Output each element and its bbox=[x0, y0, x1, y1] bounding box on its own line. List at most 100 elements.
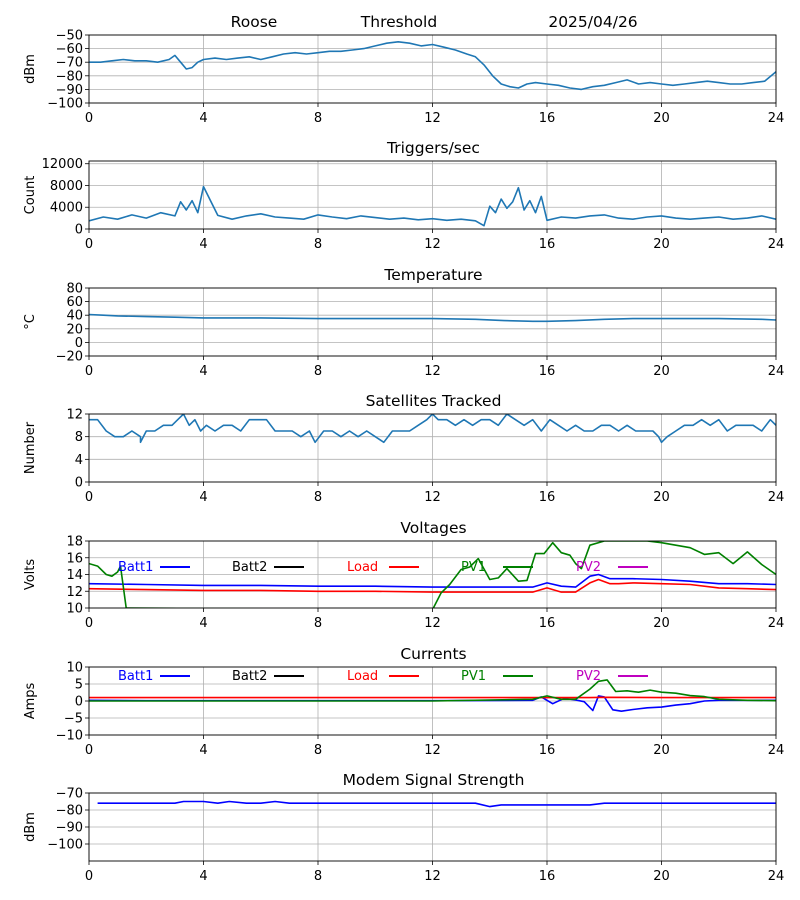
series-line-batt1 bbox=[89, 573, 776, 588]
x-tick-label: 20 bbox=[653, 743, 670, 758]
chart-currents: 0 4 8 12 16 20 24 −10 −5 0 5 10 Batt1 Batt2 Load PV1 PV2… bbox=[23, 645, 784, 758]
x-tick-label: 20 bbox=[653, 364, 670, 379]
y-tick-label: −80 bbox=[56, 804, 83, 819]
x-tick-label: 24 bbox=[768, 364, 785, 379]
y-tick-label: −20 bbox=[56, 350, 83, 365]
y-tick-label: 0 bbox=[75, 695, 83, 710]
x-tick-label: 16 bbox=[539, 364, 556, 379]
x-tick-label: 24 bbox=[768, 616, 785, 631]
x-tick-label: 4 bbox=[199, 490, 207, 505]
legend-label-batt1: Batt1 bbox=[118, 560, 153, 575]
series-line-pv1 bbox=[89, 679, 776, 702]
y-tick-label: 14 bbox=[66, 568, 83, 583]
x-tick-label: 4 bbox=[199, 616, 207, 631]
x-tick-label: 12 bbox=[424, 743, 441, 758]
x-tick-label: 4 bbox=[199, 743, 207, 758]
y-tick-label: −10 bbox=[56, 729, 83, 744]
series-line-data bbox=[97, 800, 776, 808]
y-tick-label: −50 bbox=[56, 29, 83, 44]
chart-title: Triggers/sec bbox=[386, 139, 480, 157]
x-tick-label: 4 bbox=[199, 869, 207, 884]
x-tick-label: 16 bbox=[539, 111, 556, 126]
legend-label-load: Load bbox=[347, 560, 378, 575]
chart-modem: 0 4 8 12 16 20 24 −100 −90 −80 −70 Modem Signal Str… bbox=[23, 771, 784, 884]
y-tick-label: 12 bbox=[66, 585, 83, 600]
x-tick-label: 16 bbox=[539, 237, 556, 252]
legend-label-batt1: Batt1 bbox=[118, 669, 153, 684]
y-tick-label: 12 bbox=[66, 408, 83, 423]
legend-label-pv2: PV2 bbox=[576, 560, 601, 575]
y-tick-label: 5 bbox=[75, 678, 83, 693]
x-tick-label: 8 bbox=[314, 743, 322, 758]
y-tick-label: 8000 bbox=[50, 179, 83, 194]
x-tick-label: 16 bbox=[539, 616, 556, 631]
x-tick-label: 12 bbox=[424, 490, 441, 505]
y-tick-label: 12000 bbox=[42, 157, 83, 172]
x-tick-label: 0 bbox=[85, 111, 93, 126]
legend-label-load: Load bbox=[347, 669, 378, 684]
x-tick-label: 8 bbox=[314, 111, 322, 126]
y-tick-label: 20 bbox=[66, 322, 83, 337]
y-tick-label: 0 bbox=[75, 336, 83, 351]
plot-frame bbox=[88, 540, 777, 609]
series-line-load bbox=[89, 578, 776, 593]
chart-signal: 0 4 8 12 16 20 24 −100−90−80−70−60−50 dBm bbox=[23, 29, 784, 127]
y-axis-label: Number bbox=[23, 421, 38, 474]
y-tick-label: 80 bbox=[66, 282, 83, 297]
series-line-data bbox=[89, 40, 776, 91]
x-tick-label: 0 bbox=[85, 743, 93, 758]
chart-title: Temperature bbox=[383, 266, 482, 284]
y-axis-label: Volts bbox=[23, 559, 38, 591]
y-tick-label: 4000 bbox=[50, 201, 83, 216]
x-tick-label: 4 bbox=[199, 364, 207, 379]
x-tick-label: 8 bbox=[314, 869, 322, 884]
plot-frame bbox=[88, 160, 777, 230]
y-axis-label: Count bbox=[23, 176, 38, 215]
series-line-pv1 bbox=[89, 541, 776, 608]
x-tick-label: 24 bbox=[768, 237, 785, 252]
x-tick-label: 12 bbox=[424, 237, 441, 252]
x-tick-label: 20 bbox=[653, 111, 670, 126]
y-axis-label: dBm bbox=[23, 54, 38, 84]
x-tick-label: 24 bbox=[768, 111, 785, 126]
chart-title: Modem Signal Strength bbox=[343, 771, 525, 789]
y-axis-label: Amps bbox=[23, 682, 38, 719]
x-tick-label: 16 bbox=[539, 869, 556, 884]
y-tick-label: 8 bbox=[75, 430, 83, 445]
chart-satellites: 0 4 8 12 16 20 24 0 4 8 12 Satellites Tracked Number bbox=[23, 392, 784, 505]
y-tick-label: −100 bbox=[47, 838, 83, 853]
plot-frame bbox=[88, 287, 777, 357]
x-tick-label: 16 bbox=[539, 490, 556, 505]
x-tick-label: 20 bbox=[653, 869, 670, 884]
x-tick-label: 0 bbox=[85, 869, 93, 884]
y-tick-label: −70 bbox=[56, 56, 83, 71]
x-tick-label: 4 bbox=[199, 237, 207, 252]
plot-frame bbox=[88, 34, 777, 104]
x-tick-label: 0 bbox=[85, 237, 93, 252]
y-tick-label: −5 bbox=[64, 712, 83, 727]
y-tick-label: −80 bbox=[56, 69, 83, 84]
x-tick-label: 8 bbox=[314, 364, 322, 379]
y-tick-label: 10 bbox=[66, 661, 83, 676]
x-tick-label: 16 bbox=[539, 743, 556, 758]
y-tick-label: 40 bbox=[66, 309, 83, 324]
x-tick-label: 8 bbox=[314, 616, 322, 631]
plot-frame bbox=[88, 666, 777, 736]
y-tick-label: −90 bbox=[56, 821, 83, 836]
y-tick-label: 10 bbox=[66, 602, 83, 617]
y-tick-label: 4 bbox=[75, 453, 83, 468]
legend-label-pv2: PV2 bbox=[576, 669, 601, 684]
x-tick-label: 8 bbox=[314, 490, 322, 505]
legend-label-pv1: PV1 bbox=[461, 560, 486, 575]
x-tick-label: 12 bbox=[424, 364, 441, 379]
y-tick-label: −70 bbox=[56, 787, 83, 802]
y-tick-label: 18 bbox=[66, 535, 83, 550]
series-line-data bbox=[89, 313, 776, 323]
report-date: 2025/04/26 bbox=[548, 13, 637, 31]
x-tick-label: 4 bbox=[199, 111, 207, 126]
series-line-data bbox=[89, 414, 776, 444]
threshold-label: Threshold bbox=[360, 13, 437, 31]
